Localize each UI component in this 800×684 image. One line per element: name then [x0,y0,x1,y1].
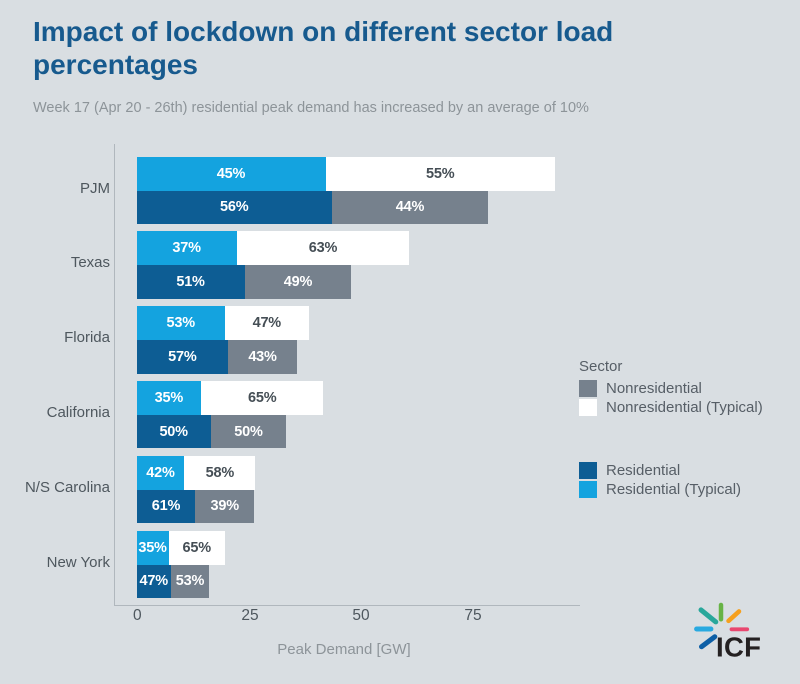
svg-text:ICF: ICF [716,631,761,662]
